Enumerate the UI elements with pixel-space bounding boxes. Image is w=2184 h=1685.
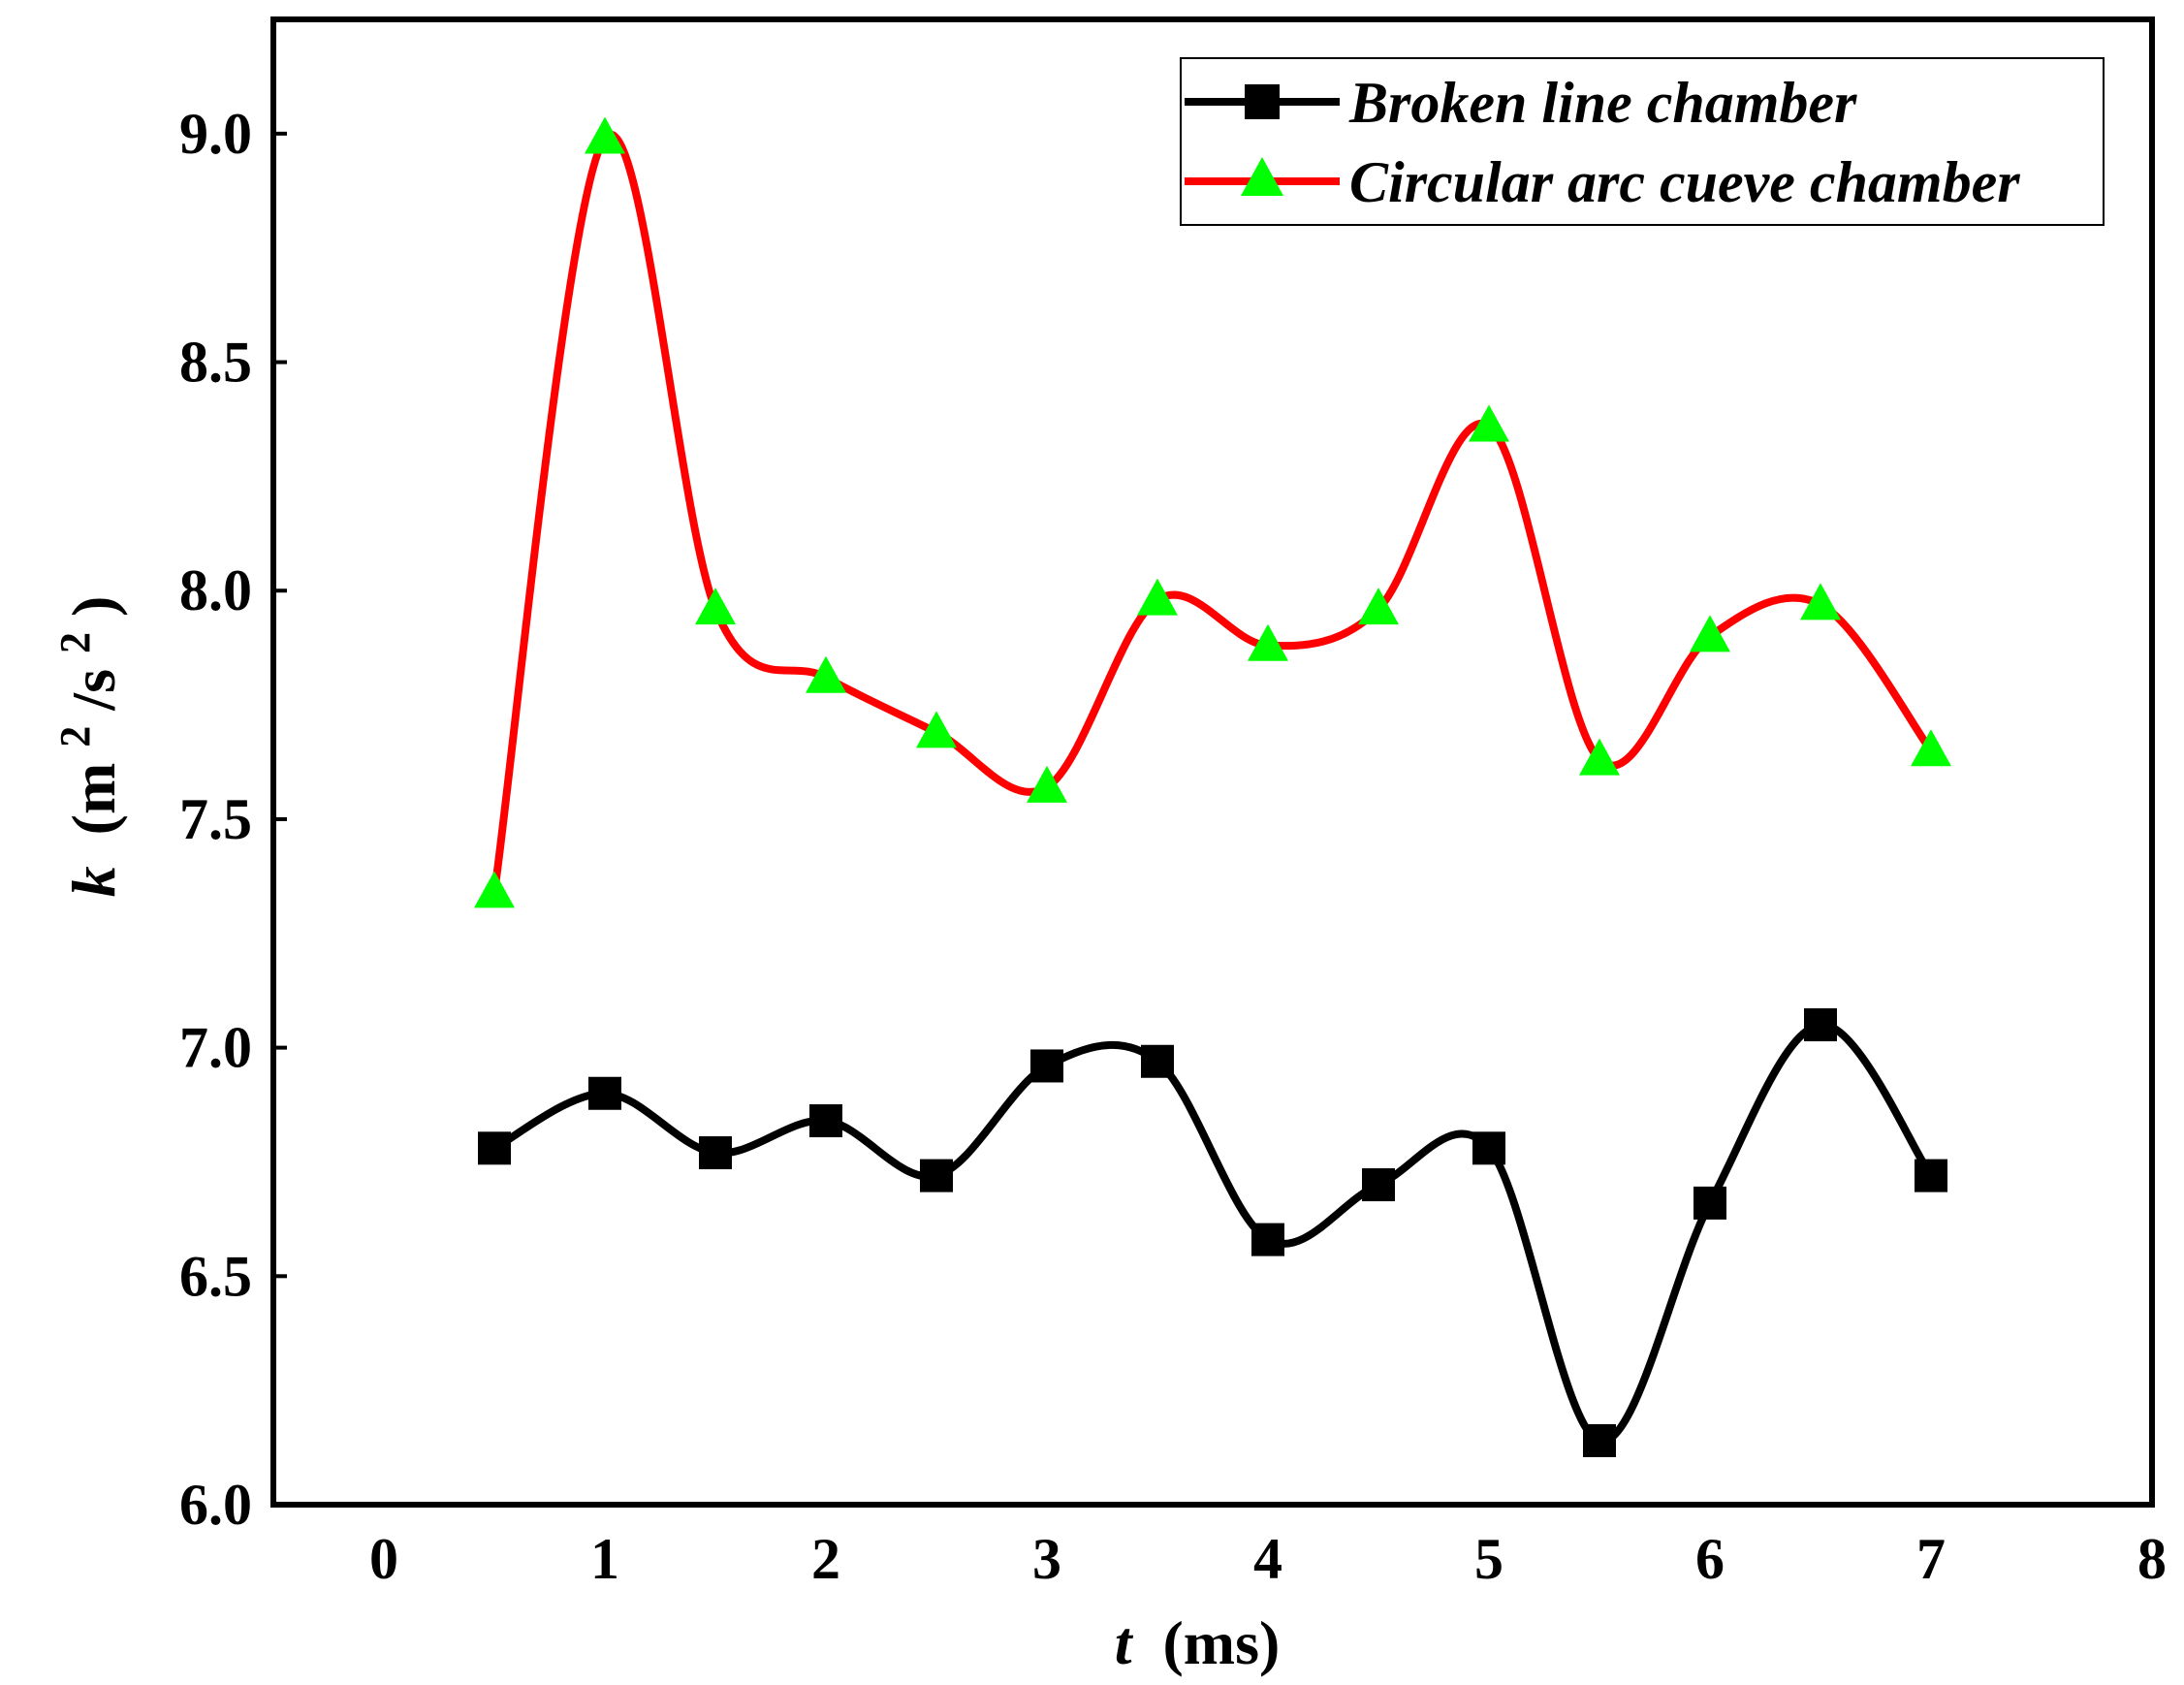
x-tick-label: 4	[1253, 1527, 1282, 1591]
data-point-triangle	[1137, 578, 1178, 616]
y-tick-label: 8.0	[179, 558, 252, 622]
data-point-square	[1693, 1186, 1726, 1220]
data-point-square	[478, 1131, 511, 1165]
y-axis-unit-sup2: 2	[51, 632, 99, 653]
data-point-square	[1030, 1049, 1063, 1083]
y-tick-label: 7.5	[179, 787, 252, 851]
data-point-triangle	[695, 588, 736, 625]
data-point-triangle	[585, 116, 625, 154]
data-point-square	[809, 1104, 842, 1138]
data-point-triangle	[1027, 765, 1067, 803]
data-point-triangle	[1690, 615, 1730, 652]
x-tick-label: 1	[590, 1527, 619, 1591]
y-axis-ticks: 6.0 6.5 7.0 7.5 8.0 8.5 9.0	[179, 102, 287, 1537]
series-broken-line	[478, 1008, 1947, 1458]
data-point-square	[1804, 1008, 1837, 1042]
y-axis-unit-prefix: (m	[59, 763, 128, 836]
y-axis-symbol: k	[59, 866, 128, 897]
data-point-square	[1472, 1131, 1505, 1165]
data-point-triangle	[1800, 583, 1841, 620]
y-tick-label: 8.5	[179, 331, 252, 395]
data-point-triangle	[474, 871, 515, 908]
series-line	[492, 1021, 1935, 1446]
data-point-triangle	[916, 711, 957, 748]
data-point-triangle	[1248, 623, 1288, 661]
data-point-triangle	[1911, 729, 1951, 767]
data-point-square	[699, 1136, 732, 1170]
x-axis-symbol: t	[1115, 1608, 1134, 1677]
x-tick-label: 2	[811, 1527, 840, 1591]
x-tick-label: 3	[1032, 1527, 1061, 1591]
data-point-square	[920, 1159, 953, 1192]
x-tick-label: 6	[1695, 1527, 1725, 1591]
legend-box	[1180, 57, 2105, 226]
series-circular-arc	[474, 116, 1951, 908]
legend-label-broken: Broken line chamber	[1348, 71, 1857, 135]
y-axis-unit-mid: /s	[59, 669, 128, 712]
x-axis-unit: (ms)	[1162, 1608, 1280, 1677]
x-tick-label: 7	[1916, 1527, 1946, 1591]
series-line	[491, 131, 1935, 893]
x-axis-ticks: 0 1 2 3 4 5 6 7 8	[369, 1527, 2167, 1591]
data-point-triangle	[1469, 404, 1509, 442]
series-layer	[474, 116, 1951, 1458]
data-point-square	[1141, 1044, 1174, 1078]
legend-label-circular: Circular arc cueve chamber	[1349, 150, 2020, 214]
y-tick-label: 6.0	[179, 1473, 252, 1537]
y-tick-label: 6.5	[179, 1244, 252, 1308]
plot-frame	[270, 16, 2155, 1508]
x-tick-label: 5	[1474, 1527, 1503, 1591]
legend-marker-triangle	[1241, 157, 1283, 196]
y-axis-label: k (m 2 /s 2 )	[34, 596, 128, 898]
data-point-triangle	[1358, 588, 1399, 625]
legend-marker-square	[1245, 84, 1280, 119]
y-axis-unit-sup1: 2	[51, 726, 99, 747]
x-tick-label: 8	[2137, 1527, 2167, 1591]
data-point-square	[1915, 1159, 1947, 1192]
x-axis-label: t (ms)	[1115, 1608, 1281, 1677]
y-axis-unit-suffix: )	[59, 596, 128, 617]
data-point-square	[1251, 1223, 1284, 1256]
data-point-square	[588, 1076, 621, 1110]
data-point-triangle	[1579, 738, 1620, 776]
legend: Broken line chamber Circular arc cueve c…	[1180, 57, 2105, 226]
svg-text:k (m 2 /s: k (m 2 /s 2 )	[34, 596, 128, 898]
data-point-square	[1583, 1424, 1616, 1458]
y-tick-label: 7.0	[179, 1016, 252, 1080]
x-tick-label: 0	[369, 1527, 398, 1591]
y-tick-label: 9.0	[179, 102, 252, 166]
data-point-square	[1362, 1168, 1395, 1202]
data-point-triangle	[806, 655, 846, 693]
